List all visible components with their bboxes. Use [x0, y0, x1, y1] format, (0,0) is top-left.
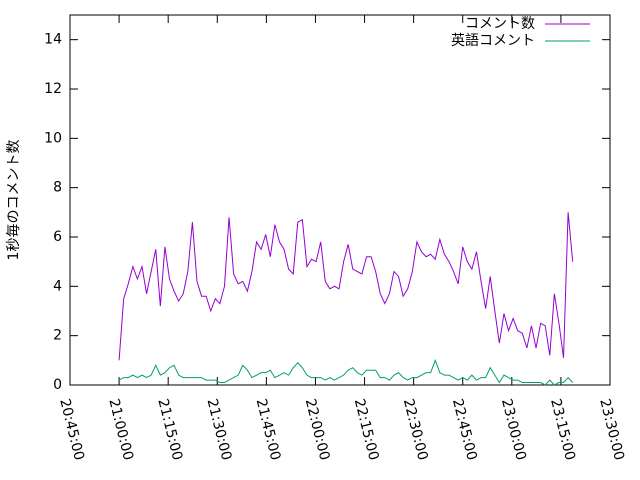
y-tick-label: 12 [44, 81, 62, 97]
plot-frame [69, 14, 611, 386]
x-tick-label: 21:00:00 [105, 397, 136, 462]
x-tick-label: 23:15:00 [547, 397, 578, 462]
y-tick-label: 14 [44, 32, 62, 48]
x-tick-label: 21:45:00 [253, 397, 284, 462]
x-tick-label: 21:15:00 [154, 397, 185, 462]
x-tick-label: 22:30:00 [400, 397, 431, 462]
y-tick-label: 2 [53, 328, 62, 344]
x-tick-label: 22:00:00 [302, 397, 333, 462]
x-tick-label: 21:30:00 [204, 397, 235, 462]
x-tick-label: 22:15:00 [351, 397, 382, 462]
y-tick-label: 8 [53, 180, 62, 196]
legend-label: コメント数 [465, 16, 535, 32]
x-tick-label: 20:45:00 [56, 397, 87, 462]
y-tick-label: 10 [44, 130, 62, 146]
legend-label: 英語コメント [451, 32, 535, 49]
y-tick-label: 4 [53, 278, 62, 294]
series-line [118, 212, 574, 361]
y-axis-label: 1秒毎のコメント数 [6, 140, 22, 261]
x-tick-label: 23:30:00 [596, 397, 627, 462]
y-tick-label: 6 [53, 229, 62, 245]
y-tick-label: 0 [53, 377, 62, 393]
x-tick-label: 23:00:00 [498, 397, 529, 462]
x-tick-label: 22:45:00 [449, 397, 480, 462]
series-line [118, 358, 574, 386]
